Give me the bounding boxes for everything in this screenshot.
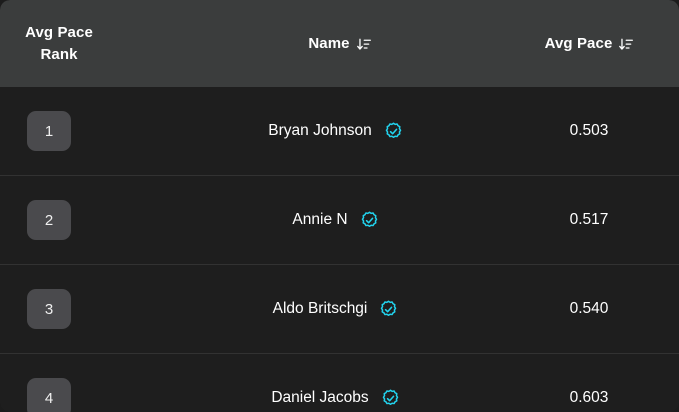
cell-rank: 1 — [0, 111, 180, 151]
verified-check-icon — [384, 122, 403, 141]
rank-badge: 3 — [27, 289, 71, 329]
avg-pace-header-label: Avg Pace — [544, 34, 613, 52]
table-row[interactable]: 1 Bryan Johnson 0.503 — [0, 87, 679, 176]
rank-badge: 2 — [27, 200, 71, 240]
verified-check-icon — [379, 300, 398, 319]
verified-check-icon — [360, 211, 379, 230]
name-header-label: Name — [308, 34, 350, 52]
cell-name: Bryan Johnson — [180, 122, 499, 141]
table-row[interactable]: 3 Aldo Britschgi 0.540 — [0, 265, 679, 354]
name-sort-control[interactable]: Name — [308, 33, 371, 55]
athlete-name: Aldo Britschgi — [272, 300, 368, 317]
cell-rank: 3 — [0, 289, 180, 329]
athlete-name-group[interactable]: Aldo Britschgi — [273, 300, 399, 319]
cell-rank: 4 — [0, 378, 180, 412]
column-header-name[interactable]: Name — [180, 33, 499, 55]
avg-pace-value: 0.517 — [569, 211, 609, 228]
table-row[interactable]: 4 Daniel Jacobs 0.603 — [0, 354, 679, 412]
avg-pace-value: 0.503 — [569, 122, 609, 139]
avg-pace-sort-control[interactable]: Avg Pace — [545, 33, 634, 55]
athlete-name: Bryan Johnson — [268, 122, 372, 139]
table-row[interactable]: 2 Annie N 0.517 — [0, 176, 679, 265]
cell-rank: 2 — [0, 200, 180, 240]
athlete-name-group[interactable]: Annie N — [292, 211, 378, 230]
cell-name: Aldo Britschgi — [180, 300, 499, 319]
cell-avg-pace: 0.503 — [499, 122, 679, 140]
avg-pace-value: 0.540 — [569, 300, 609, 317]
cell-avg-pace: 0.517 — [499, 211, 679, 229]
rank-badge: 1 — [27, 111, 71, 151]
column-header-avg-pace[interactable]: Avg Pace — [499, 33, 679, 55]
sort-descending-icon[interactable] — [356, 38, 371, 52]
rank-badge: 4 — [27, 378, 71, 412]
avg-pace-rank-header-label: Avg Pace Rank — [12, 22, 106, 66]
avg-pace-rank-header-line2: Rank — [40, 45, 78, 63]
cell-avg-pace: 0.540 — [499, 300, 679, 318]
athlete-name: Annie N — [292, 211, 348, 228]
table-header-row: Avg Pace Rank Name Av — [0, 0, 679, 87]
cell-avg-pace: 0.603 — [499, 389, 679, 407]
column-header-avg-pace-rank: Avg Pace Rank — [0, 22, 180, 66]
cell-name: Annie N — [180, 211, 499, 230]
verified-check-icon — [381, 389, 400, 408]
athlete-name: Daniel Jacobs — [271, 389, 369, 406]
athlete-name-group[interactable]: Bryan Johnson — [268, 122, 402, 141]
table-body: 1 Bryan Johnson 0.503 — [0, 87, 679, 412]
cell-name: Daniel Jacobs — [180, 389, 499, 408]
sort-descending-icon[interactable] — [619, 38, 634, 52]
avg-pace-rank-header-line1: Avg Pace — [25, 23, 93, 41]
avg-pace-value: 0.603 — [569, 389, 609, 406]
athlete-name-group[interactable]: Daniel Jacobs — [271, 389, 399, 408]
